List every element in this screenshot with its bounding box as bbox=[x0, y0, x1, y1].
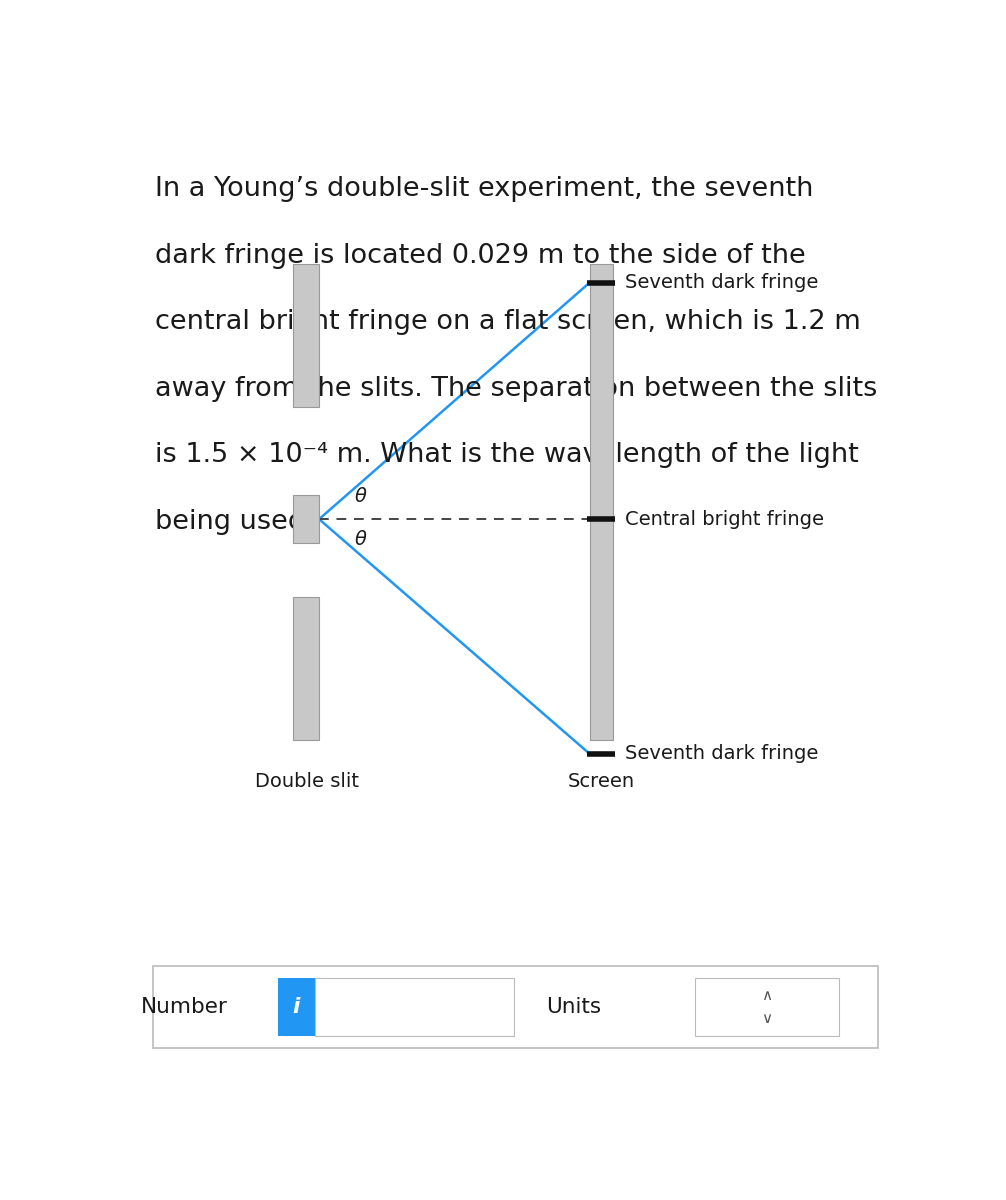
Text: Screen: Screen bbox=[567, 773, 635, 791]
Bar bbox=[278, 978, 315, 1037]
Text: θ: θ bbox=[354, 530, 366, 548]
Text: i: i bbox=[293, 997, 300, 1018]
Bar bbox=[695, 978, 839, 1037]
Text: being used?: being used? bbox=[155, 509, 320, 535]
Bar bbox=[590, 264, 613, 740]
Text: Double slit: Double slit bbox=[255, 773, 358, 791]
Text: central bright fringe on a flat screen, which is 1.2 m: central bright fringe on a flat screen, … bbox=[155, 310, 861, 335]
Text: away from the slits. The separation between the slits: away from the slits. The separation betw… bbox=[155, 376, 878, 402]
Text: θ: θ bbox=[354, 486, 366, 505]
Text: Units: Units bbox=[546, 997, 602, 1018]
Bar bbox=[294, 264, 319, 407]
Bar bbox=[294, 596, 319, 740]
Bar bbox=[153, 966, 878, 1048]
Text: Seventh dark fringe: Seventh dark fringe bbox=[625, 274, 818, 292]
Bar bbox=[294, 496, 319, 544]
Text: ∨: ∨ bbox=[762, 1010, 773, 1026]
Text: is 1.5 × 10⁻⁴ m. What is the wavelength of the light: is 1.5 × 10⁻⁴ m. What is the wavelength … bbox=[155, 443, 859, 468]
Text: Number: Number bbox=[141, 997, 227, 1018]
Text: In a Young’s double-slit experiment, the seventh: In a Young’s double-slit experiment, the… bbox=[155, 176, 814, 203]
Text: Central bright fringe: Central bright fringe bbox=[625, 510, 824, 529]
Text: ∧: ∧ bbox=[762, 989, 773, 1003]
Text: dark fringe is located 0.029 m to the side of the: dark fringe is located 0.029 m to the si… bbox=[155, 242, 806, 269]
Text: Seventh dark fringe: Seventh dark fringe bbox=[625, 744, 818, 763]
Bar bbox=[315, 978, 514, 1037]
